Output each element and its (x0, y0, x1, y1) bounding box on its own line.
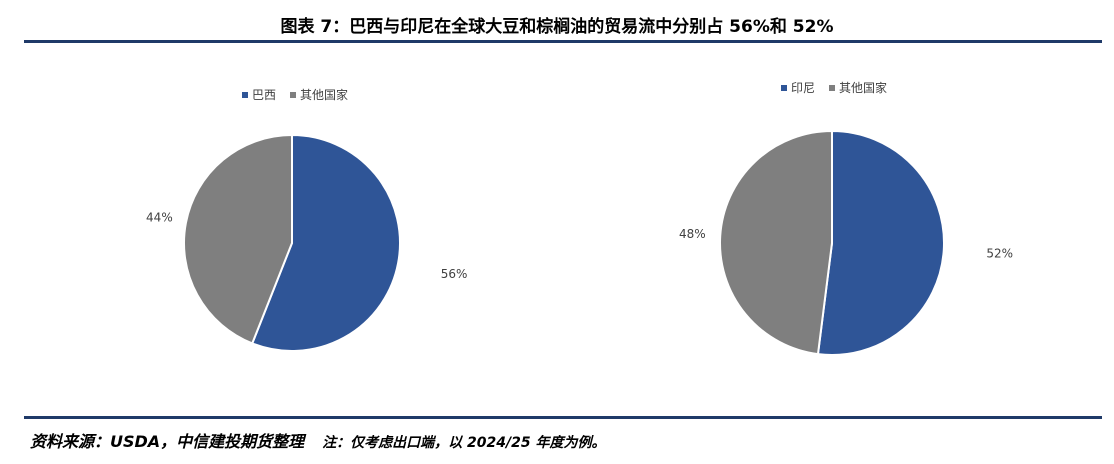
pie-chart-indonesia: 52% 48% 印尼 其他国家 (679, 80, 1013, 356)
note-text: 注：仅考虑出口端，以 2024/25 年度为例。 (322, 435, 606, 451)
legend-label-1-0: 印尼 (791, 81, 815, 95)
slice-label-0-1: 44% (146, 211, 173, 225)
legend-label-1-1: 其他国家 (839, 80, 887, 95)
legend-label-0-0: 巴西 (252, 88, 276, 102)
footer-rule (24, 416, 1102, 419)
legend-swatch-1-1 (829, 85, 835, 91)
pie-slice-0-1 (183, 133, 293, 345)
pie-slice-1-0 (816, 129, 945, 356)
slice-label-1-0: 52% (986, 247, 1013, 261)
slice-label-0-0: 56% (441, 267, 468, 281)
legend-swatch-0-1 (290, 92, 296, 98)
title-rule (24, 40, 1102, 43)
legend-swatch-1-0 (781, 85, 787, 91)
page-title: 图表 7：巴西与印尼在全球大豆和棕榈油的贸易流中分别占 56%和 52% (280, 17, 834, 37)
pie-slice-0-0 (250, 133, 401, 352)
pie-chart-brazil: 56% 44% 巴西 其他国家 (146, 87, 468, 352)
legend-label-0-1: 其他国家 (300, 87, 348, 102)
legend-swatch-0-0 (242, 92, 248, 98)
source-line: 资料来源：USDA，中信建投期货整理 注：仅考虑出口端，以 2024/25 年度为… (30, 428, 606, 452)
slice-label-1-1: 48% (679, 227, 706, 241)
pie-slice-1-1 (719, 129, 833, 356)
source-text: 资料来源：USDA，中信建投期货整理 (30, 432, 305, 451)
